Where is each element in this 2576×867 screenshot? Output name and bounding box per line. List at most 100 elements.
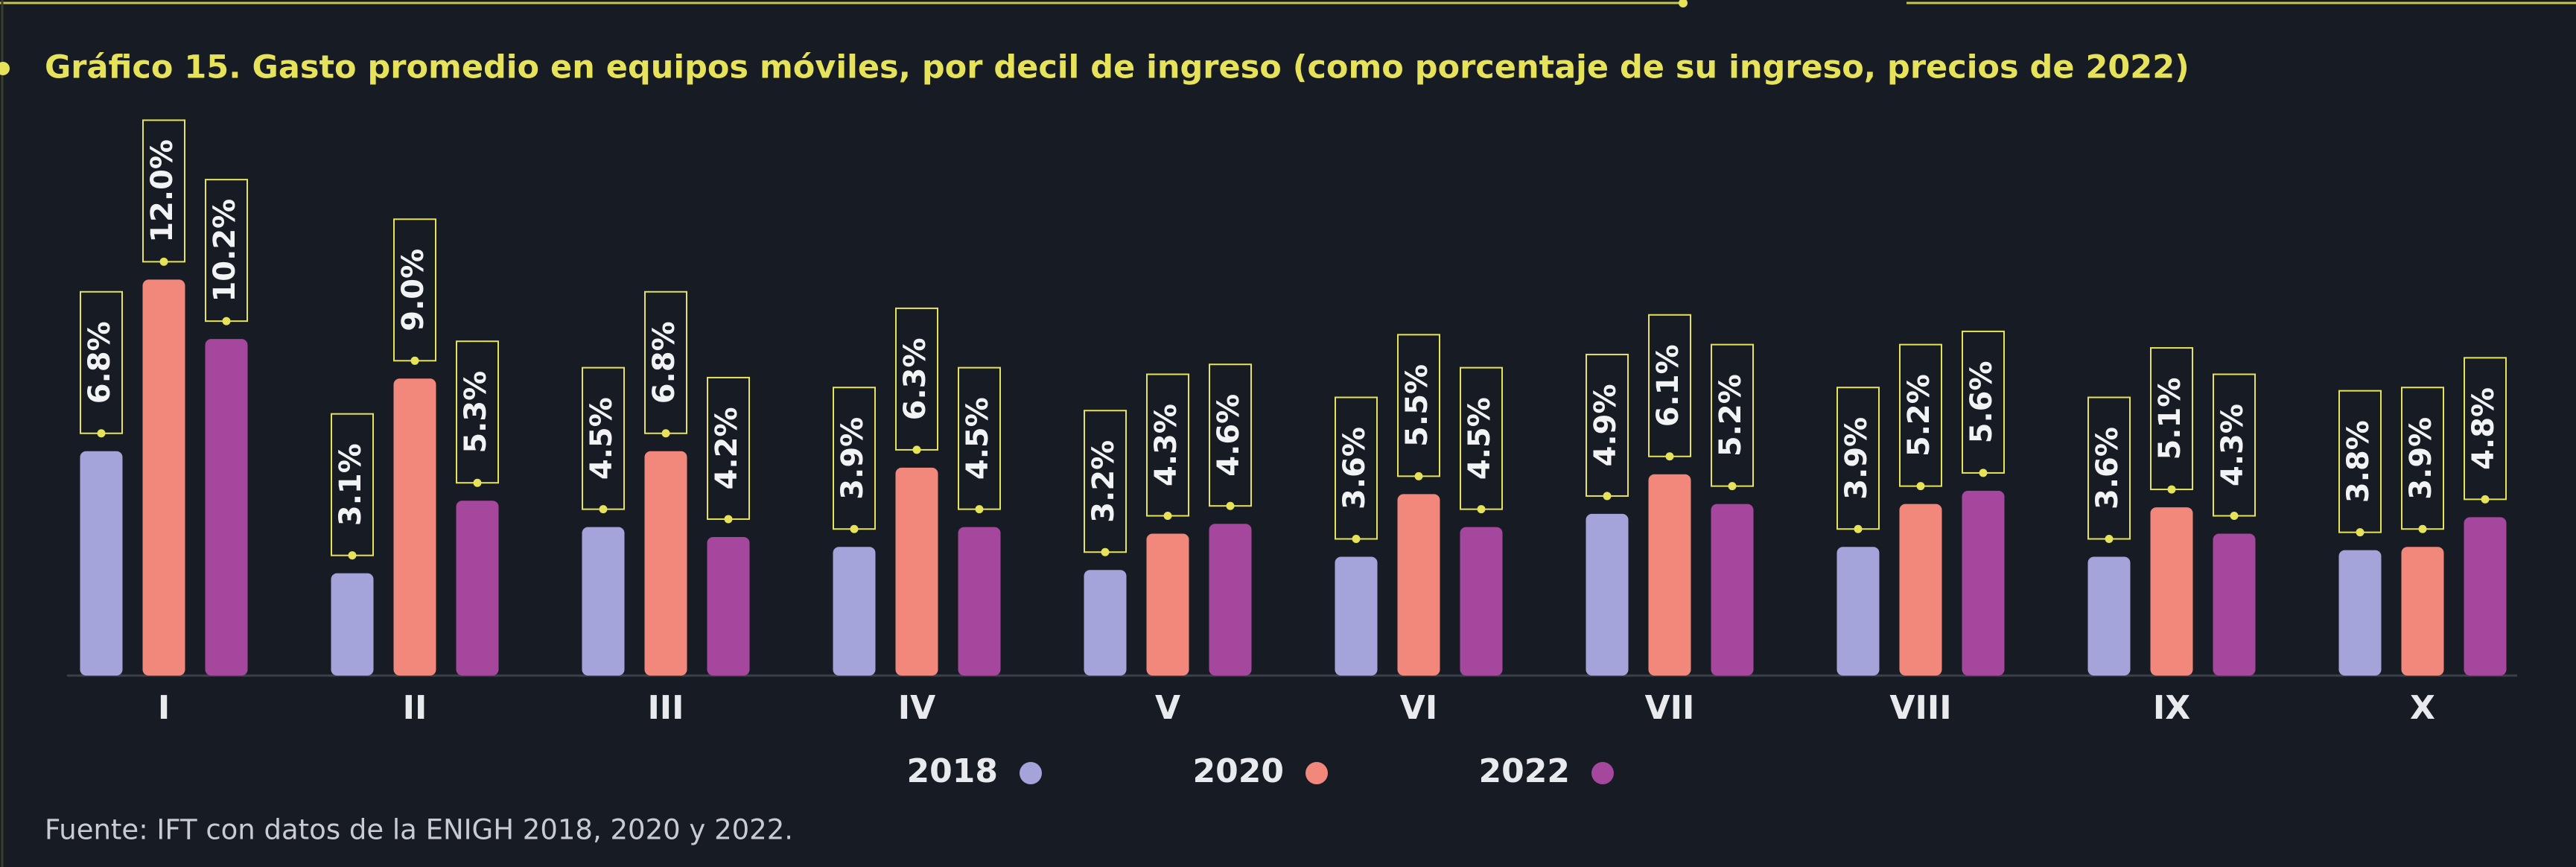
bar [331, 573, 374, 676]
x-tick-label: I [158, 689, 170, 727]
value-label-dot [850, 524, 859, 533]
bar [1711, 504, 1754, 676]
value-label: 3.6% [2090, 427, 2125, 509]
value-label-dot [2167, 485, 2176, 494]
value-label-dot [1854, 524, 1863, 533]
legend-swatch [1591, 762, 1614, 784]
bar [2401, 547, 2444, 676]
bar [707, 536, 750, 676]
chart-title: Gráfico 15. Gasto promedio en equipos mó… [45, 49, 2189, 86]
source-note: Fuente: IFT con datos de la ENIGH 2018, … [45, 814, 793, 846]
bar [2087, 556, 2131, 676]
value-label-dot [159, 257, 168, 266]
bar [80, 451, 123, 676]
x-tick-label: VII [1645, 689, 1695, 727]
value-label: 4.8% [2467, 387, 2501, 470]
x-tick-label: IX [2153, 689, 2190, 727]
value-label: 4.9% [1588, 384, 1623, 466]
value-label: 6.8% [647, 321, 681, 404]
value-label: 6.3% [898, 337, 932, 420]
value-label-dot [1916, 482, 1925, 491]
bar [205, 339, 248, 676]
bar [1586, 513, 1629, 676]
value-label: 3.6% [1338, 427, 1372, 509]
value-label-dot [222, 317, 231, 325]
x-tick-label: V [1155, 689, 1180, 727]
x-tick-label: X [2410, 689, 2435, 727]
legend-label: 2018 [907, 752, 998, 790]
value-label-dot [2481, 495, 2490, 504]
value-label: 3.9% [836, 417, 870, 500]
value-label: 5.1% [2153, 378, 2187, 460]
x-tick-label: IV [898, 689, 935, 727]
bar [895, 467, 938, 676]
bar [582, 527, 625, 676]
value-label: 5.2% [1714, 374, 1748, 457]
value-label: 9.0% [396, 249, 430, 331]
bar [1962, 490, 2005, 676]
bar [2338, 550, 2382, 676]
value-label-dot [1226, 501, 1235, 510]
value-label: 6.8% [83, 321, 117, 404]
value-label: 5.5% [1400, 364, 1434, 447]
bar [456, 501, 499, 676]
legend-swatch [1020, 762, 1042, 784]
value-label: 5.6% [1965, 361, 1999, 443]
legend-label: 2022 [1479, 752, 1570, 790]
value-label: 4.3% [1149, 404, 1183, 486]
value-label-dot [975, 505, 984, 514]
bar [644, 451, 687, 676]
bar [1460, 527, 1503, 676]
value-label-dot [1603, 492, 1612, 501]
value-label-dot [1728, 482, 1737, 491]
bar [1209, 524, 1252, 676]
x-tick-label: III [647, 689, 684, 727]
value-label-dot [1414, 471, 1423, 480]
value-label-dot [97, 429, 106, 438]
value-label-dot [599, 505, 608, 514]
value-label-dot [1101, 547, 1110, 556]
value-label: 12.0% [145, 139, 179, 243]
bar [1084, 570, 1127, 676]
border-dot [1679, 0, 1688, 7]
value-label: 4.3% [2216, 404, 2250, 486]
value-label: 5.2% [1902, 374, 1936, 457]
bar [1146, 533, 1189, 676]
bar [2150, 507, 2193, 676]
value-label-dot [724, 515, 733, 524]
bar [142, 279, 185, 676]
bar [958, 527, 1001, 676]
bar [1648, 474, 1691, 676]
value-label: 3.2% [1087, 440, 1121, 523]
value-label: 10.2% [208, 199, 242, 302]
value-label: 4.5% [585, 397, 619, 480]
bar [1899, 504, 1942, 676]
legend-label: 2020 [1193, 752, 1284, 790]
x-tick-label: VI [1400, 689, 1437, 727]
value-label: 6.1% [1651, 344, 1685, 427]
bar [393, 378, 436, 676]
value-label-dot [2418, 524, 2427, 533]
value-label-dot [1979, 469, 1988, 477]
value-label: 3.9% [2404, 417, 2438, 500]
value-label-dot [410, 356, 419, 365]
value-label-dot [1163, 512, 1172, 521]
bar [833, 547, 876, 676]
value-label: 4.6% [1212, 394, 1246, 477]
value-label: 4.5% [1463, 397, 1497, 480]
value-label-dot [1665, 452, 1674, 461]
value-label-dot [912, 445, 921, 454]
bar [2464, 517, 2507, 676]
value-label-dot [473, 478, 482, 487]
value-label-dot [661, 429, 670, 438]
value-label-dot [1352, 535, 1361, 544]
value-label: 3.8% [2341, 420, 2376, 503]
value-label-dot [2356, 528, 2364, 537]
bar [2213, 533, 2256, 676]
value-label-dot [348, 551, 357, 560]
bar [1335, 556, 1378, 676]
value-label-dot [2105, 535, 2114, 544]
bar [1397, 494, 1440, 676]
